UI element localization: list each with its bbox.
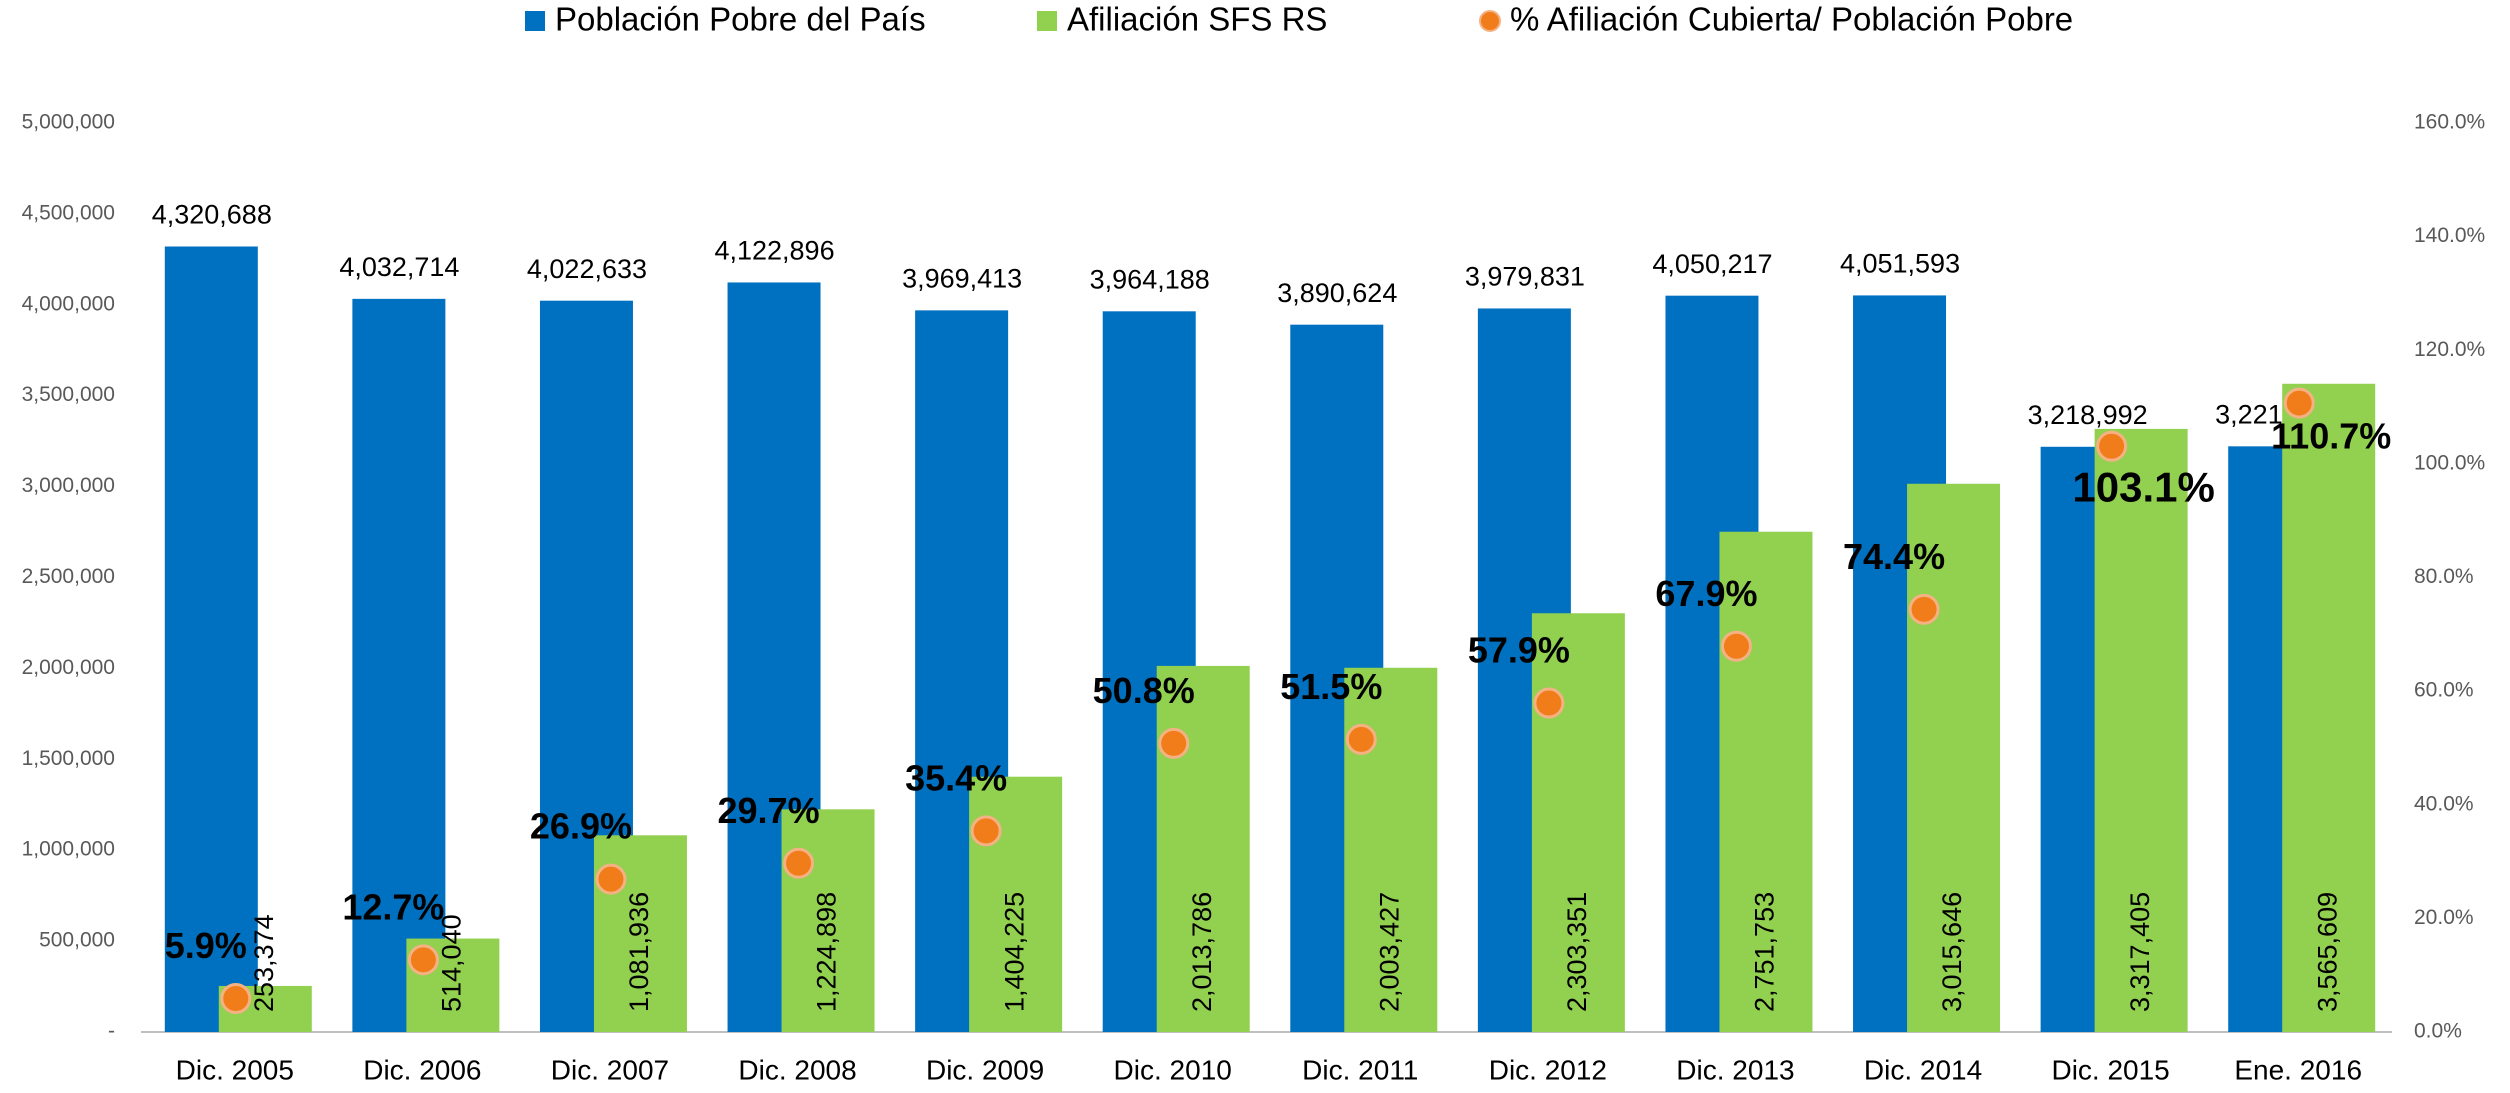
bar [352, 298, 446, 1032]
bar [2282, 383, 2376, 1032]
point [1158, 727, 1190, 759]
x-tick-label: Dic. 2012 [1489, 1054, 1607, 1085]
point [407, 944, 439, 976]
bar-label: 1,404,225 [999, 892, 1029, 1012]
point [970, 815, 1002, 847]
point-label: 103.1% [2072, 463, 2214, 510]
y-tick-label: 500,000 [39, 929, 115, 952]
y-tick-label: 2,500,000 [22, 565, 115, 588]
point [1345, 723, 1377, 755]
y-tick-label: - [108, 1020, 115, 1043]
point [783, 847, 815, 879]
x-tick-label: Dic. 2013 [1676, 1054, 1794, 1085]
legend-swatch [1037, 11, 1057, 31]
bar-label: 514,040 [437, 914, 467, 1012]
y-tick-label: 2,000,000 [22, 656, 115, 679]
y-tick-label: 4,500,000 [22, 201, 115, 224]
point [220, 982, 252, 1014]
bar-label: 3,565,609 [2312, 892, 2342, 1012]
bar-label: 3,890,624 [1277, 278, 1397, 308]
y2-tick-label: 20.0% [2414, 906, 2474, 929]
y-tick-label: 3,000,000 [22, 474, 115, 497]
legend-label: % Afiliación Cubierta/ Población Pobre [1510, 1, 2073, 38]
bar-label: 4,122,896 [714, 236, 834, 266]
y2-tick-label: 60.0% [2414, 679, 2474, 702]
x-tick-label: Dic. 2011 [1302, 1054, 1418, 1085]
point-label: 5.9% [165, 925, 247, 966]
bar-label: 4,022,633 [527, 254, 647, 284]
point-label: 35.4% [905, 757, 1007, 798]
bar-label: 1,081,936 [624, 892, 654, 1012]
point-label: 110.7% [2271, 416, 2391, 457]
legend-label: Afiliación SFS RS [1067, 1, 1327, 38]
bar-label: 4,050,217 [1652, 249, 1772, 279]
legend-swatch [525, 11, 545, 31]
point-label: 12.7% [342, 886, 444, 927]
y2-tick-label: 100.0% [2414, 451, 2485, 474]
point-label: 50.8% [1093, 670, 1195, 711]
y-tick-label: 4,000,000 [22, 292, 115, 315]
x-tick-label: Dic. 2007 [551, 1054, 669, 1085]
bar-label: 3,317,405 [2125, 892, 2155, 1012]
point-label: 74.4% [1843, 536, 1945, 577]
y-tick-label: 5,000,000 [22, 111, 115, 134]
bar [164, 246, 258, 1033]
y2-tick-label: 120.0% [2414, 338, 2485, 361]
bar-label: 2,303,351 [1562, 892, 1592, 1012]
point-label: 29.7% [718, 790, 820, 831]
point [1533, 687, 1565, 719]
bar-label: 2,003,427 [1374, 892, 1404, 1012]
bar-label: 253,374 [249, 914, 279, 1012]
bar-label: 3,218,992 [2028, 400, 2148, 430]
y2-tick-label: 40.0% [2414, 792, 2474, 815]
bar [781, 809, 875, 1032]
point-label: 26.9% [530, 806, 632, 847]
bar [2094, 428, 2188, 1033]
bar-label: 2,751,753 [1750, 892, 1780, 1012]
y-tick-label: 3,500,000 [22, 383, 115, 406]
x-tick-label: Ene. 2016 [2234, 1054, 2362, 1085]
bar [1907, 483, 2001, 1032]
bar-label: 4,051,593 [1840, 249, 1960, 279]
x-tick-label: Dic. 2008 [738, 1054, 856, 1085]
bar-label: 3,964,188 [1090, 264, 1210, 294]
x-tick-label: Dic. 2006 [363, 1054, 481, 1085]
point-label: 57.9% [1468, 630, 1570, 671]
point-label: 51.5% [1280, 666, 1382, 707]
legend-swatch [1479, 10, 1501, 32]
y2-tick-label: 160.0% [2414, 111, 2485, 134]
bar-label: 3,015,646 [1937, 892, 1967, 1012]
x-tick-label: Dic. 2015 [2051, 1054, 2169, 1085]
bar [1531, 613, 1625, 1032]
x-tick-label: Dic. 2005 [176, 1054, 294, 1085]
y2-tick-label: 0.0% [2414, 1020, 2462, 1043]
point [2283, 387, 2315, 419]
point [2096, 430, 2128, 462]
bar-label: 3,979,831 [1465, 262, 1585, 292]
bar [1156, 665, 1250, 1032]
bar-label: 4,032,714 [339, 252, 459, 282]
point [595, 863, 627, 895]
bar-label: 2,013,786 [1187, 892, 1217, 1012]
point [1720, 630, 1752, 662]
x-tick-label: Dic. 2009 [926, 1054, 1044, 1085]
point-label: 67.9% [1655, 573, 1757, 614]
legend-label: Población Pobre del País [555, 1, 926, 38]
y-tick-label: 1,000,000 [22, 838, 115, 861]
x-tick-label: Dic. 2014 [1864, 1054, 1982, 1085]
y2-tick-label: 80.0% [2414, 565, 2474, 588]
point [1908, 593, 1940, 625]
bar-label: 4,320,688 [152, 200, 272, 230]
bar-label: 3,969,413 [902, 263, 1022, 293]
bar-label: 1,224,898 [812, 892, 842, 1012]
y2-tick-label: 140.0% [2414, 224, 2485, 247]
bar [1719, 531, 1813, 1032]
x-tick-label: Dic. 2010 [1114, 1054, 1232, 1085]
y-tick-label: 1,500,000 [22, 747, 115, 770]
